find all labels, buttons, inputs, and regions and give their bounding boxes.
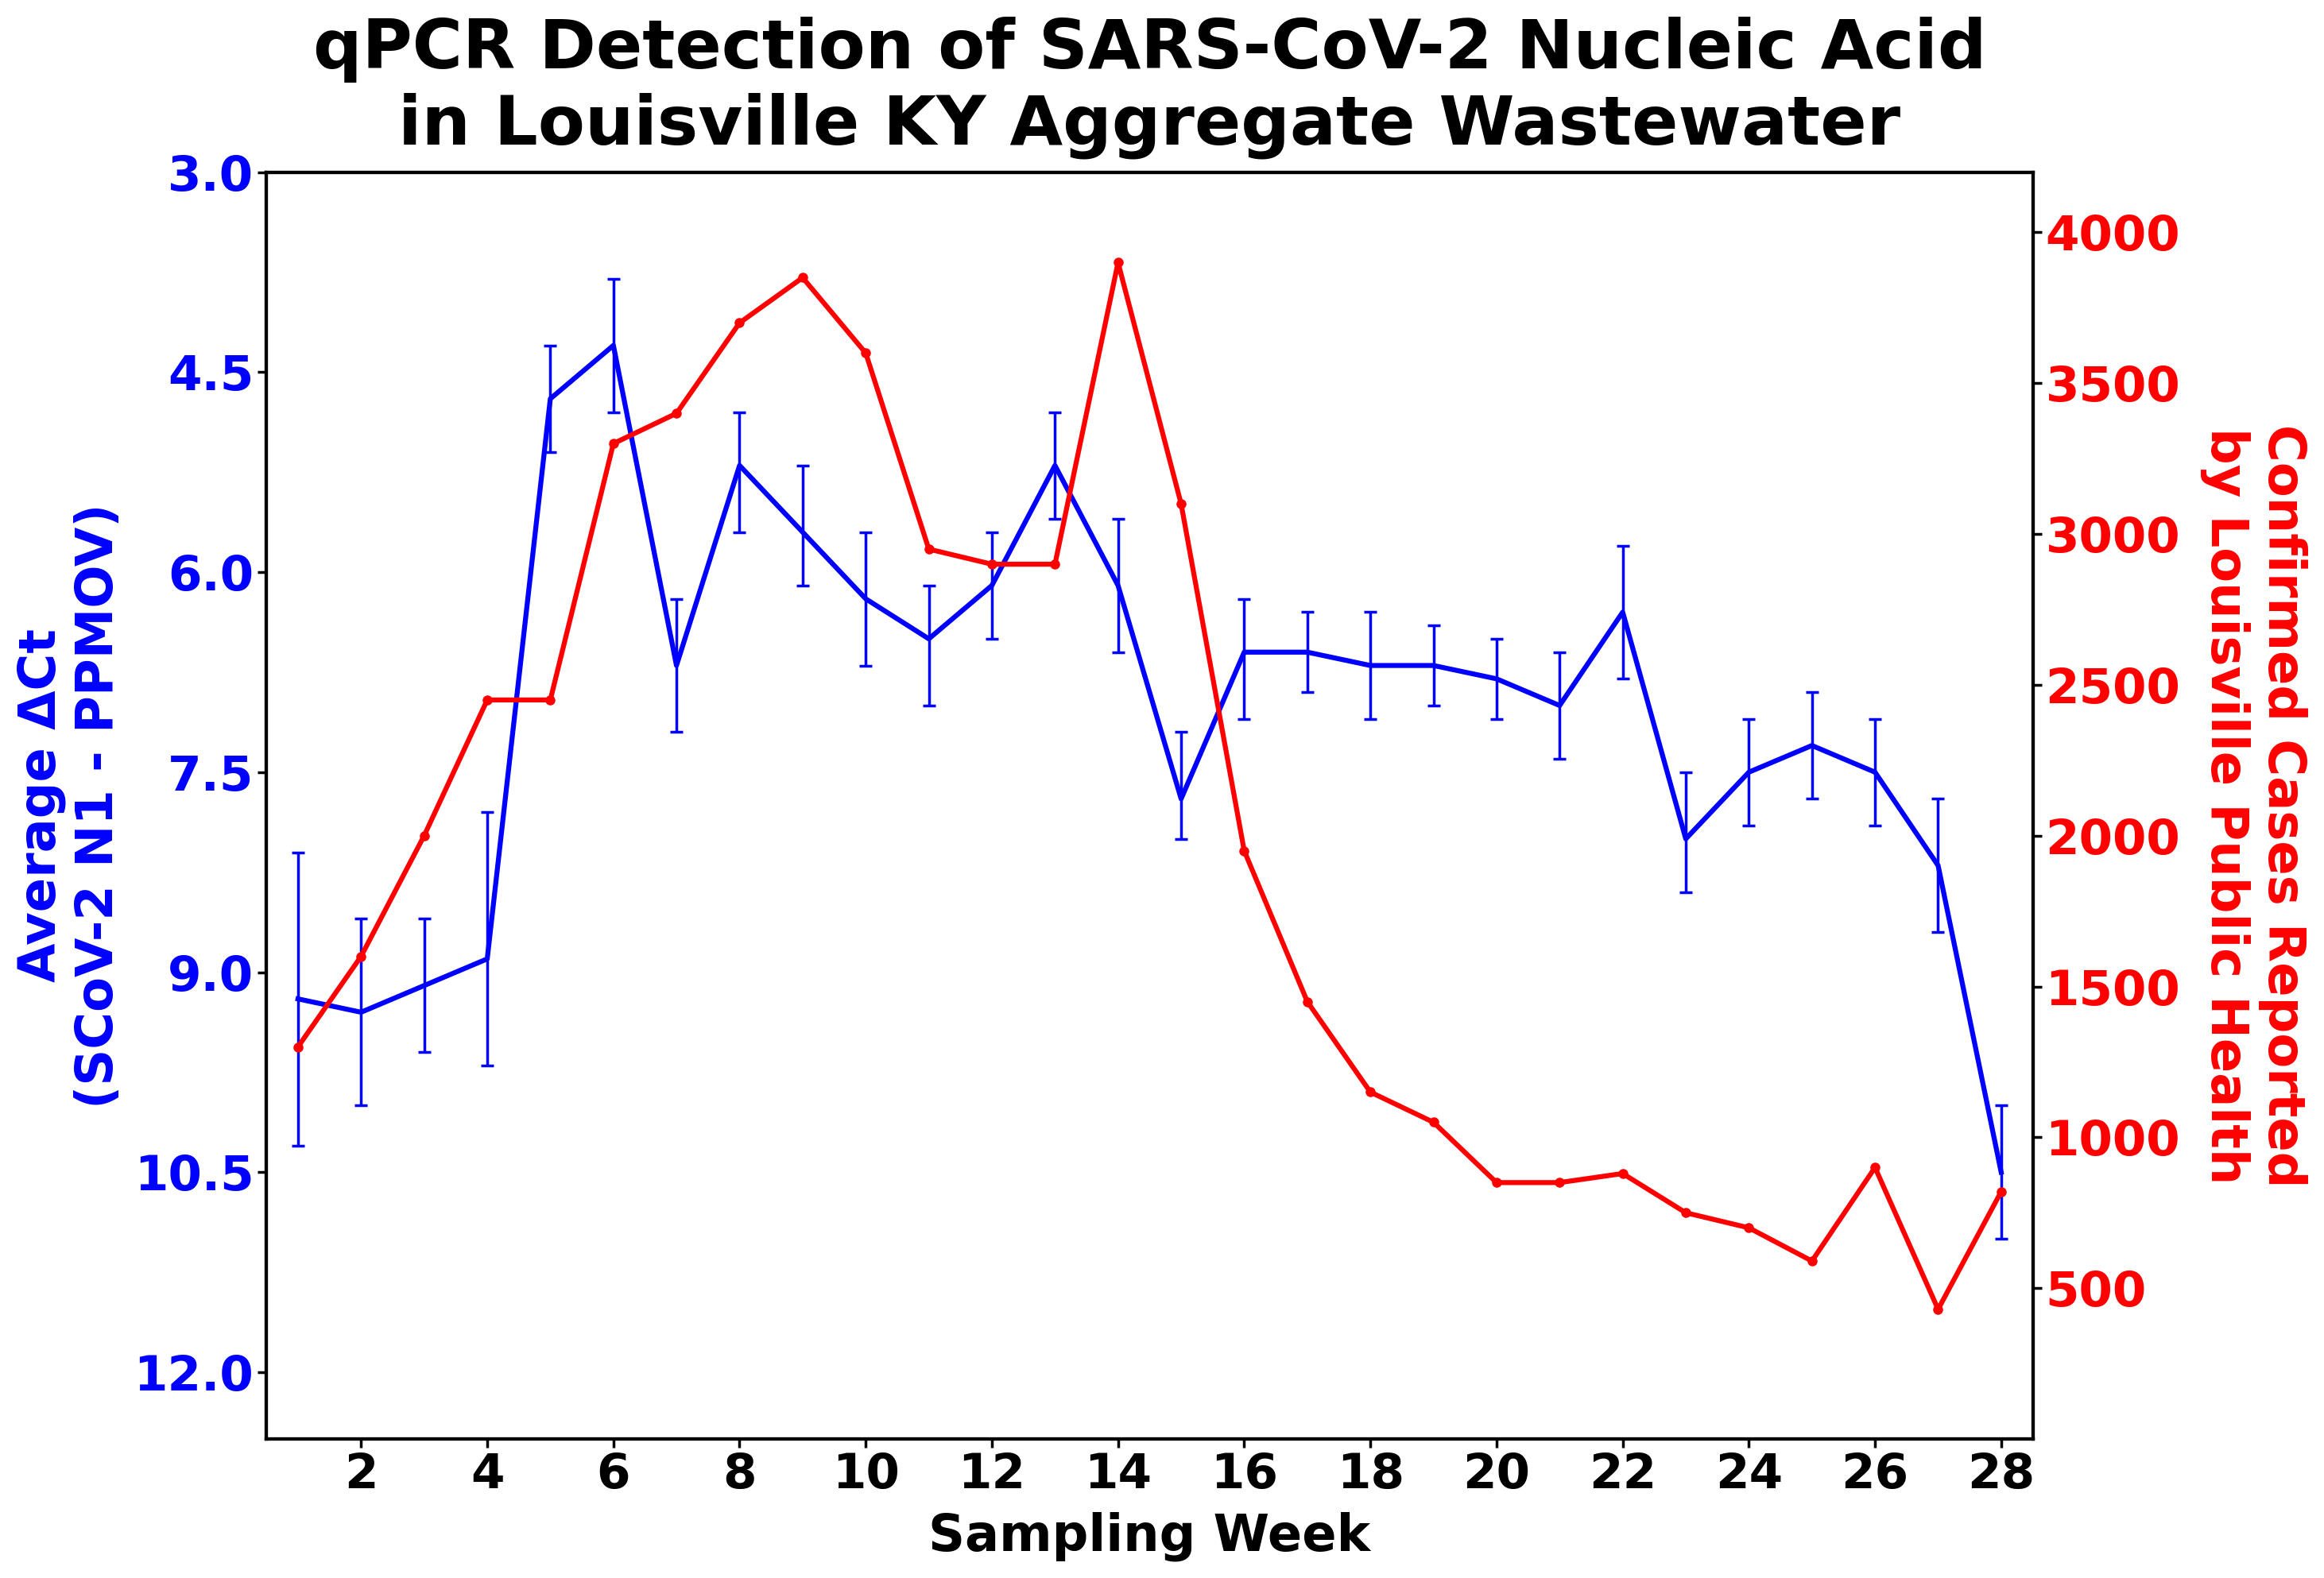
Title: qPCR Detection of SARS-CoV-2 Nucleic Acid
in Louisville KY Aggregate Wastewater: qPCR Detection of SARS-CoV-2 Nucleic Aci… <box>314 16 1987 159</box>
X-axis label: Sampling Week: Sampling Week <box>930 1512 1371 1562</box>
Y-axis label: Confirmed Cases Reported
by Louisville Public Health: Confirmed Cases Reported by Louisville P… <box>2201 424 2308 1187</box>
Y-axis label: Average ΔCt
(SCoV-2 N1 - PPMOV): Average ΔCt (SCoV-2 N1 - PPMOV) <box>16 503 123 1108</box>
